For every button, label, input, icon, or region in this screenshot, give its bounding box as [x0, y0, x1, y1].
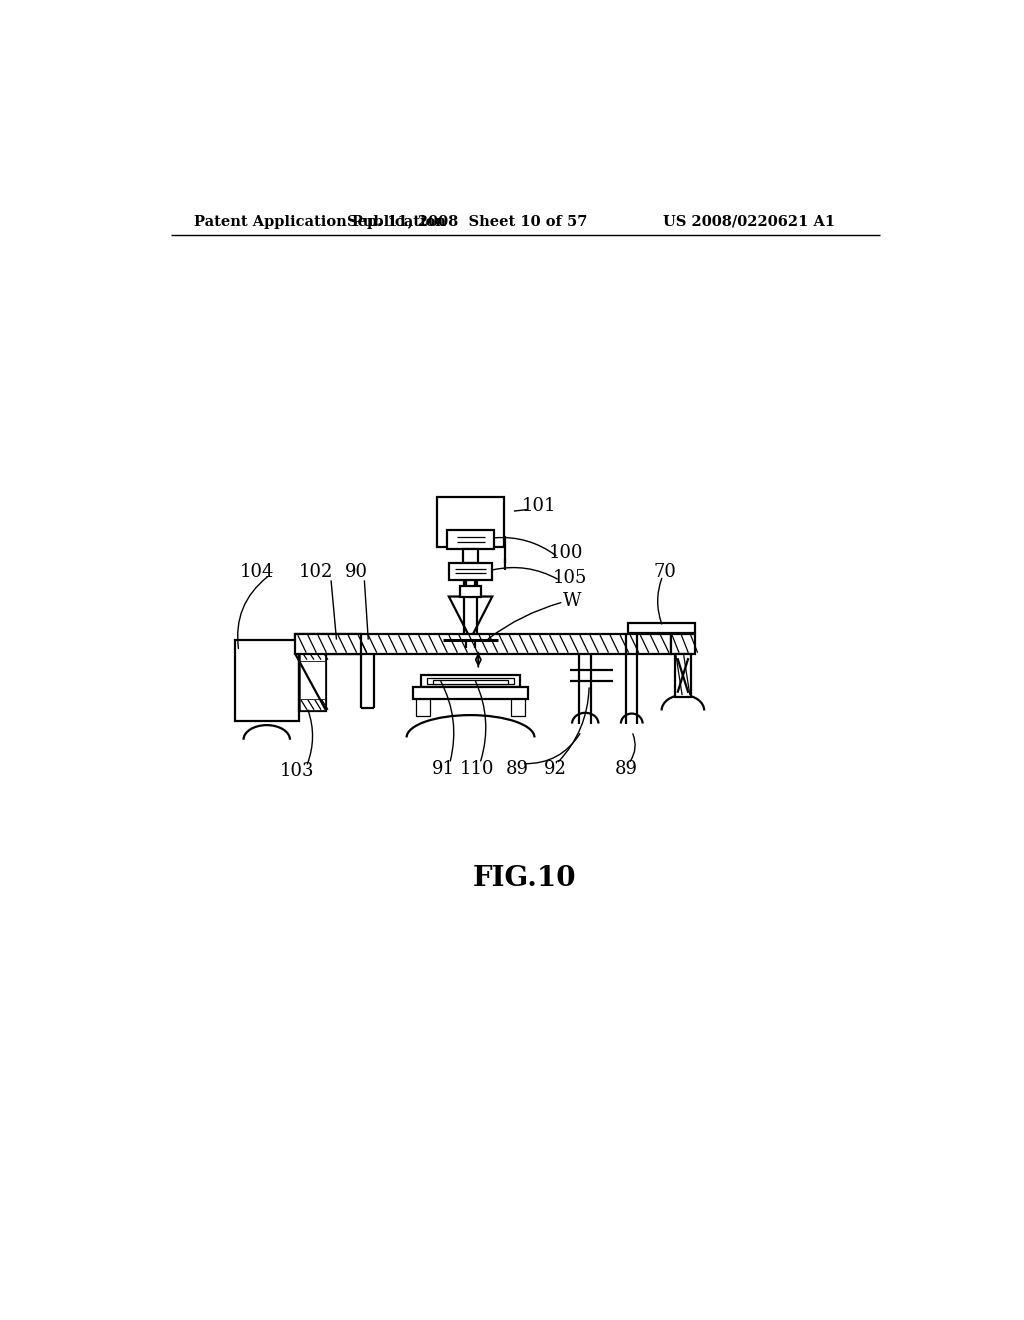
Bar	[295, 635, 671, 655]
Text: Sep. 11, 2008  Sheet 10 of 57: Sep. 11, 2008 Sheet 10 of 57	[347, 215, 588, 228]
Bar	[460, 586, 481, 597]
Bar	[511, 700, 525, 715]
Text: US 2008/0220621 A1: US 2008/0220621 A1	[663, 215, 835, 228]
Text: 89: 89	[614, 760, 638, 777]
Text: 110: 110	[460, 760, 494, 777]
Text: 90: 90	[345, 562, 368, 581]
Text: W: W	[563, 593, 582, 610]
Text: 89: 89	[506, 760, 528, 777]
Text: 70: 70	[653, 562, 677, 581]
Bar	[299, 649, 326, 711]
Bar	[414, 686, 528, 700]
Bar	[300, 649, 325, 661]
Bar	[671, 635, 695, 655]
Bar	[417, 700, 430, 715]
Text: 101: 101	[521, 498, 556, 515]
Text: 92: 92	[544, 760, 566, 777]
Bar	[675, 655, 690, 697]
Bar	[300, 661, 325, 700]
Bar	[628, 623, 695, 634]
Text: 102: 102	[299, 562, 334, 581]
Text: 100: 100	[549, 544, 583, 562]
Bar	[463, 549, 478, 562]
Text: 91: 91	[432, 760, 455, 777]
Text: Patent Application Publication: Patent Application Publication	[194, 215, 445, 228]
Text: 105: 105	[553, 569, 587, 587]
Bar	[295, 635, 360, 655]
Bar	[234, 640, 299, 721]
Bar	[421, 675, 520, 686]
Bar	[427, 678, 514, 684]
Text: FIG.10: FIG.10	[473, 865, 577, 892]
Bar	[449, 562, 493, 579]
Bar	[437, 498, 504, 548]
Bar	[447, 531, 494, 549]
Bar	[300, 700, 325, 710]
Text: 103: 103	[280, 762, 314, 780]
Text: 104: 104	[241, 562, 274, 581]
Bar	[433, 681, 508, 684]
